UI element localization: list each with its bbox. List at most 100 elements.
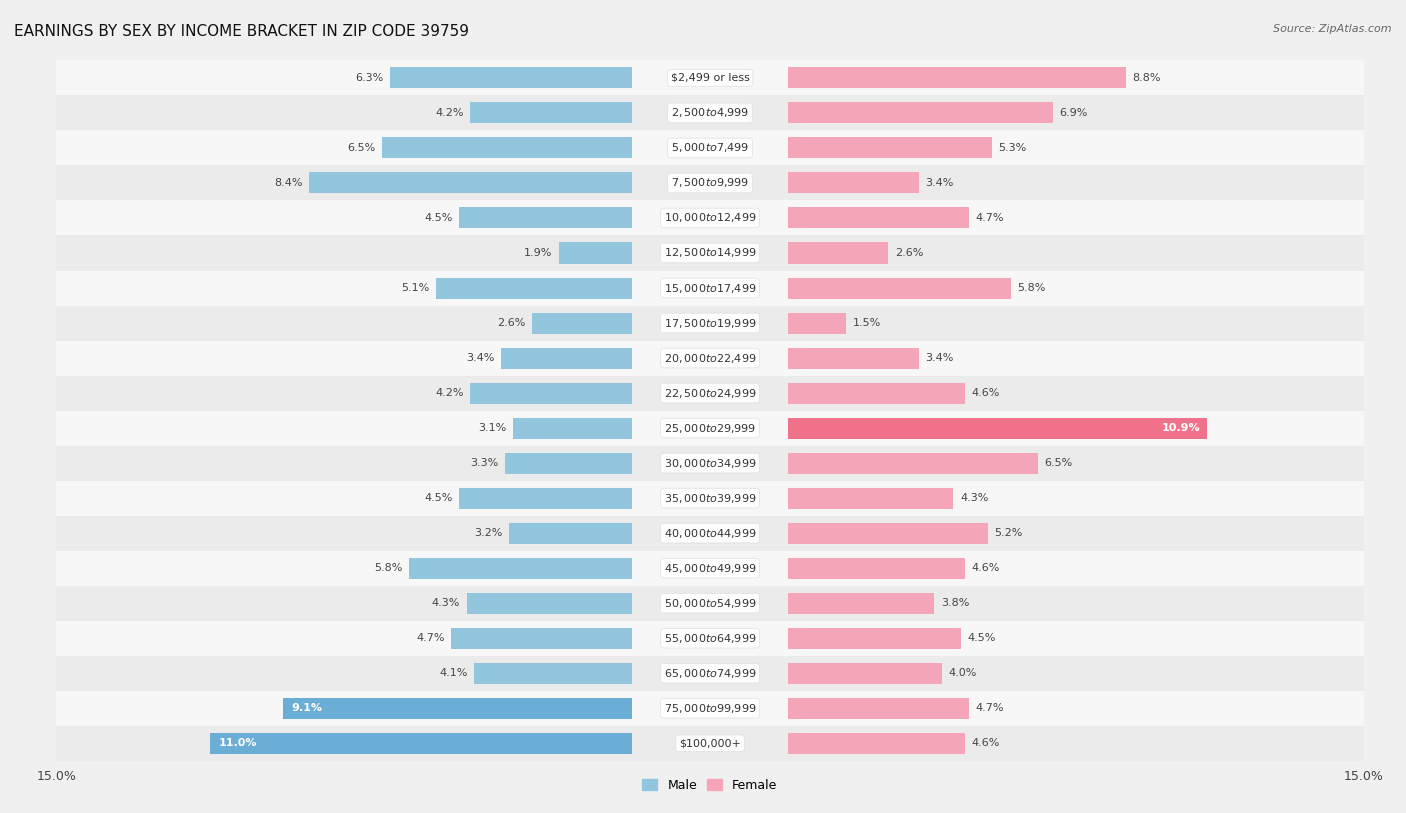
Bar xyxy=(509,523,631,544)
Text: 4.5%: 4.5% xyxy=(425,493,453,503)
Bar xyxy=(789,663,942,684)
Text: 5.2%: 5.2% xyxy=(994,528,1022,538)
Text: 4.2%: 4.2% xyxy=(436,388,464,398)
Text: 11.0%: 11.0% xyxy=(218,738,257,748)
Text: $100,000+: $100,000+ xyxy=(679,738,741,748)
Text: 6.9%: 6.9% xyxy=(1060,108,1088,118)
Bar xyxy=(56,691,1364,726)
Bar xyxy=(56,726,1364,761)
Text: $15,000 to $17,499: $15,000 to $17,499 xyxy=(664,281,756,294)
Text: 5.8%: 5.8% xyxy=(1018,283,1046,293)
Text: $12,500 to $14,999: $12,500 to $14,999 xyxy=(664,246,756,259)
Bar xyxy=(409,558,631,579)
Bar xyxy=(505,453,631,474)
Bar xyxy=(789,67,1126,89)
Bar xyxy=(558,242,631,263)
Text: $2,500 to $4,999: $2,500 to $4,999 xyxy=(671,107,749,120)
Bar xyxy=(56,201,1364,236)
Bar xyxy=(436,277,631,298)
Text: $65,000 to $74,999: $65,000 to $74,999 xyxy=(664,667,756,680)
Text: $5,000 to $7,499: $5,000 to $7,499 xyxy=(671,141,749,154)
Bar xyxy=(789,207,969,228)
Text: $25,000 to $29,999: $25,000 to $29,999 xyxy=(664,422,756,435)
Text: 4.6%: 4.6% xyxy=(972,738,1000,748)
Text: 4.3%: 4.3% xyxy=(960,493,988,503)
Text: $2,499 or less: $2,499 or less xyxy=(671,73,749,83)
Bar xyxy=(789,523,988,544)
Text: $50,000 to $54,999: $50,000 to $54,999 xyxy=(664,597,756,610)
Bar xyxy=(56,515,1364,550)
Bar xyxy=(209,733,631,754)
Text: 3.4%: 3.4% xyxy=(467,353,495,363)
Bar xyxy=(56,480,1364,515)
Bar xyxy=(474,663,631,684)
Bar xyxy=(56,341,1364,376)
Text: 3.2%: 3.2% xyxy=(474,528,502,538)
Bar xyxy=(789,628,962,649)
Text: 6.5%: 6.5% xyxy=(347,143,375,153)
Bar xyxy=(56,130,1364,166)
Text: 2.6%: 2.6% xyxy=(496,318,526,328)
Text: $30,000 to $34,999: $30,000 to $34,999 xyxy=(664,457,756,470)
Bar xyxy=(471,102,631,124)
Text: 4.3%: 4.3% xyxy=(432,598,460,608)
Bar xyxy=(789,172,920,193)
Text: 5.8%: 5.8% xyxy=(374,563,402,573)
Bar xyxy=(531,312,631,333)
Text: 5.1%: 5.1% xyxy=(401,283,429,293)
Bar xyxy=(513,418,631,438)
Bar xyxy=(467,593,631,614)
Bar xyxy=(789,453,1038,474)
Text: 9.1%: 9.1% xyxy=(291,703,322,713)
Text: $35,000 to $39,999: $35,000 to $39,999 xyxy=(664,492,756,505)
Text: 4.7%: 4.7% xyxy=(976,213,1004,223)
Bar xyxy=(789,347,920,368)
Text: $10,000 to $12,499: $10,000 to $12,499 xyxy=(664,211,756,224)
Text: 2.6%: 2.6% xyxy=(894,248,924,258)
Bar xyxy=(56,585,1364,620)
Text: $20,000 to $22,499: $20,000 to $22,499 xyxy=(664,351,756,364)
Text: $40,000 to $44,999: $40,000 to $44,999 xyxy=(664,527,756,540)
Bar xyxy=(389,67,631,89)
Text: $55,000 to $64,999: $55,000 to $64,999 xyxy=(664,632,756,645)
Text: 1.9%: 1.9% xyxy=(524,248,553,258)
Bar xyxy=(789,558,965,579)
Text: $17,500 to $19,999: $17,500 to $19,999 xyxy=(664,316,756,329)
Bar xyxy=(471,383,631,403)
Text: 3.4%: 3.4% xyxy=(925,178,953,188)
Bar xyxy=(309,172,631,193)
Text: 3.3%: 3.3% xyxy=(470,458,499,468)
Bar xyxy=(56,60,1364,95)
Bar xyxy=(56,306,1364,341)
Text: 4.1%: 4.1% xyxy=(440,668,468,678)
Bar xyxy=(56,236,1364,271)
Bar xyxy=(789,242,889,263)
Bar xyxy=(789,102,1053,124)
Text: 1.5%: 1.5% xyxy=(852,318,880,328)
Text: 4.6%: 4.6% xyxy=(972,563,1000,573)
Bar xyxy=(501,347,631,368)
Bar xyxy=(789,137,991,159)
Bar xyxy=(789,418,1206,438)
Text: Source: ZipAtlas.com: Source: ZipAtlas.com xyxy=(1274,24,1392,34)
Text: $7,500 to $9,999: $7,500 to $9,999 xyxy=(671,176,749,189)
Text: 8.4%: 8.4% xyxy=(274,178,302,188)
Bar xyxy=(56,376,1364,411)
Bar xyxy=(56,166,1364,201)
Text: EARNINGS BY SEX BY INCOME BRACKET IN ZIP CODE 39759: EARNINGS BY SEX BY INCOME BRACKET IN ZIP… xyxy=(14,24,470,39)
Text: 5.3%: 5.3% xyxy=(998,143,1026,153)
Text: $75,000 to $99,999: $75,000 to $99,999 xyxy=(664,702,756,715)
Text: 6.5%: 6.5% xyxy=(1045,458,1073,468)
Text: 4.5%: 4.5% xyxy=(967,633,995,643)
Bar xyxy=(56,446,1364,480)
Text: 3.1%: 3.1% xyxy=(478,423,506,433)
Bar xyxy=(458,207,631,228)
Bar xyxy=(789,593,934,614)
Text: 3.4%: 3.4% xyxy=(925,353,953,363)
Bar xyxy=(56,550,1364,585)
Bar xyxy=(56,620,1364,655)
Bar xyxy=(789,383,965,403)
Bar xyxy=(382,137,631,159)
Bar xyxy=(56,655,1364,691)
Bar xyxy=(789,733,965,754)
